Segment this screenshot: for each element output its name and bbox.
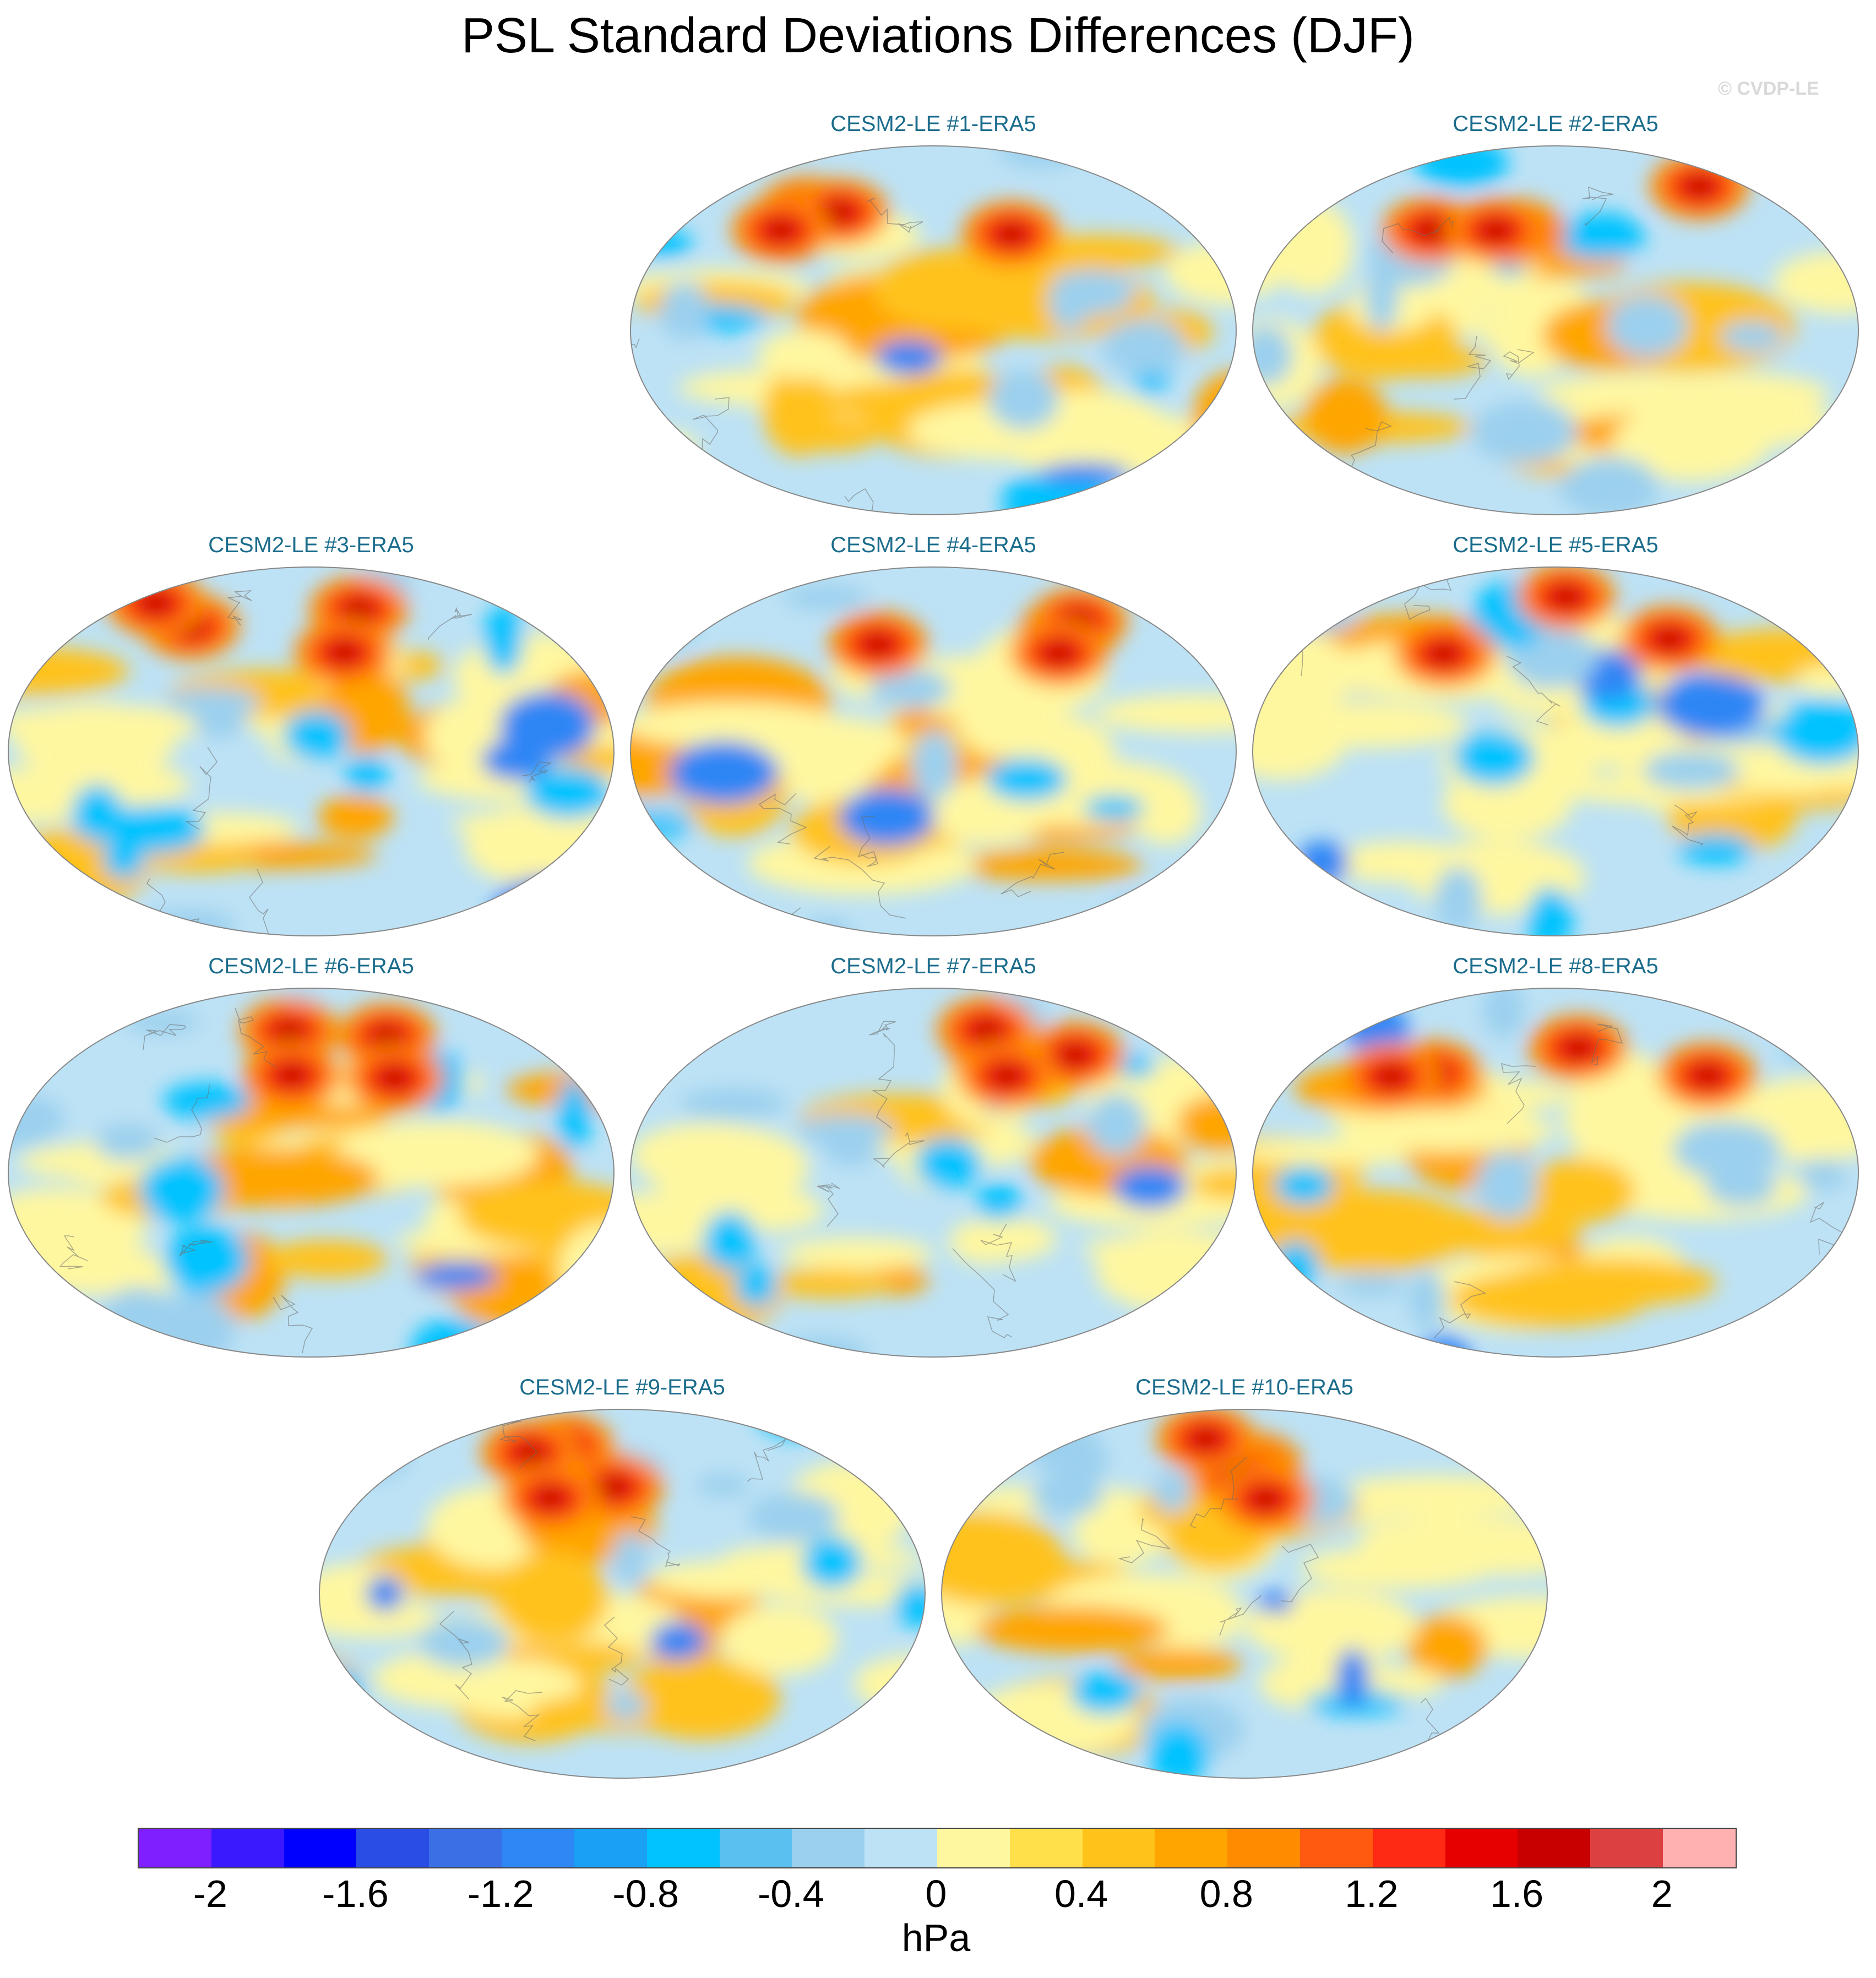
map-globe <box>941 1409 1548 1779</box>
map-globe <box>1252 988 1859 1358</box>
colorbar-swatch <box>574 1829 647 1867</box>
colorbar-swatch <box>792 1829 865 1867</box>
colorbar-swatch <box>502 1829 574 1867</box>
colorbar-tick-label: 0 <box>925 1872 947 1915</box>
colorbar-tick-label: -0.8 <box>612 1872 679 1915</box>
map-globe <box>630 988 1237 1358</box>
colorbar-units-label: hPa <box>901 1916 971 1959</box>
colorbar-tick-label: 1.6 <box>1489 1872 1544 1915</box>
colorbar-swatch <box>719 1829 792 1867</box>
coastlines <box>1264 186 1614 494</box>
coastlines <box>146 590 552 936</box>
coastlines <box>630 198 1193 515</box>
colorbar-tick-label: 2 <box>1651 1872 1673 1915</box>
map-globe <box>8 988 615 1358</box>
colorbar-swatch <box>1227 1829 1300 1867</box>
globe-outline <box>8 988 615 1358</box>
colorbar-swatch <box>1155 1829 1228 1867</box>
globe-outline <box>1252 566 1859 936</box>
globe-outline <box>1252 988 1859 1358</box>
map-globe <box>630 145 1237 515</box>
globe-outline <box>630 145 1237 515</box>
map-panel-3: CESM2-LE #3-ERA5 <box>6 531 617 939</box>
map-field <box>1253 988 1858 1357</box>
map-panel-9: CESM2-LE #9-ERA5 <box>317 1374 928 1781</box>
map-globe <box>8 566 615 936</box>
map-field <box>8 567 614 936</box>
colorbar-tick-label: 0.4 <box>1054 1872 1108 1915</box>
map-globe <box>1252 145 1859 515</box>
colorbar-swatch <box>646 1829 720 1867</box>
panel-title: CESM2-LE #4-ERA5 <box>830 533 1036 557</box>
colorbar-tick-label: -1.2 <box>467 1872 534 1915</box>
map-field <box>630 988 1236 1357</box>
colorbar <box>138 1828 1737 1868</box>
colorbar-tick-label: 1.2 <box>1345 1872 1399 1915</box>
map-panel-2: CESM2-LE #2-ERA5 <box>1250 110 1861 517</box>
panel-title: CESM2-LE #7-ERA5 <box>830 954 1036 978</box>
colorbar-swatch <box>937 1829 1010 1867</box>
globe-outline <box>8 566 615 936</box>
map-panel-5: CESM2-LE #5-ERA5 <box>1250 531 1861 939</box>
map-globe <box>1252 566 1859 936</box>
panel-title: CESM2-LE #10-ERA5 <box>1135 1375 1353 1399</box>
panel-title: CESM2-LE #3-ERA5 <box>208 533 414 557</box>
panel-title: CESM2-LE #2-ERA5 <box>1453 112 1659 136</box>
globe-outline <box>941 1409 1548 1779</box>
colorbar-swatch <box>1082 1829 1155 1867</box>
colorbar-swatch <box>1445 1829 1518 1867</box>
map-panel-4: CESM2-LE #4-ERA5 <box>628 531 1239 939</box>
panel-title: CESM2-LE #6-ERA5 <box>208 954 414 978</box>
coastlines <box>739 613 1236 936</box>
coastlines <box>59 1007 313 1354</box>
globe-outline <box>630 566 1237 936</box>
colorbar-tick-label: -0.4 <box>758 1872 824 1915</box>
map-globe <box>319 1409 926 1779</box>
colorbar-tick-label: -2 <box>193 1872 227 1915</box>
coastlines <box>816 1021 1016 1338</box>
panel-title: CESM2-LE #1-ERA5 <box>830 112 1036 136</box>
colorbar-swatch <box>1009 1829 1083 1867</box>
colorbar-swatch <box>139 1829 211 1867</box>
map-field <box>942 1409 1547 1778</box>
panel-title: CESM2-LE #9-ERA5 <box>519 1375 725 1399</box>
map-panel-8: CESM2-LE #8-ERA5 <box>1250 952 1861 1360</box>
globe-outline <box>319 1409 926 1779</box>
map-globe <box>630 566 1237 936</box>
colorbar-swatch <box>1300 1829 1373 1867</box>
map-panel-6: CESM2-LE #6-ERA5 <box>6 952 617 1360</box>
colorbar-swatch <box>211 1829 284 1867</box>
colorbar-swatch <box>1663 1829 1736 1867</box>
map-panel-7: CESM2-LE #7-ERA5 <box>628 952 1239 1360</box>
colorbar-tick-label: -1.6 <box>322 1872 389 1915</box>
panel-title: CESM2-LE #5-ERA5 <box>1453 533 1659 557</box>
colorbar-swatch <box>864 1829 937 1867</box>
colorbar-swatch <box>429 1829 502 1867</box>
map-panel-10: CESM2-LE #10-ERA5 <box>939 1374 1550 1781</box>
map-panel-1: CESM2-LE #1-ERA5 <box>628 110 1239 517</box>
map-field <box>319 1409 925 1778</box>
coastlines <box>439 1421 787 1741</box>
colorbar-tick-label: 0.8 <box>1199 1872 1253 1915</box>
colorbar-swatch <box>1518 1829 1591 1867</box>
globe-outline <box>1252 145 1859 515</box>
globe-outline <box>630 988 1237 1358</box>
colorbar-swatch <box>284 1829 357 1867</box>
colorbar-swatch <box>1372 1829 1445 1867</box>
watermark: © CVDP-LE <box>1718 78 1819 99</box>
colorbar-swatch <box>1590 1829 1663 1867</box>
colorbar-swatch <box>356 1829 429 1867</box>
panel-title: CESM2-LE #8-ERA5 <box>1453 954 1659 978</box>
page-title: PSL Standard Deviations Differences (DJF… <box>461 8 1415 63</box>
